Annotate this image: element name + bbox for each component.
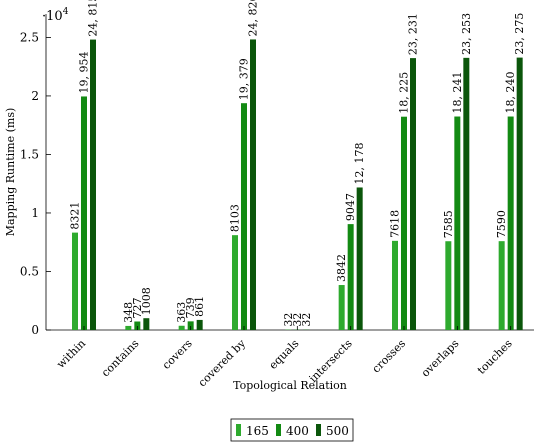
data-label: 18, 240: [504, 72, 517, 114]
legend: 165 400 500: [230, 418, 354, 442]
bar-500-covers: [196, 319, 203, 330]
data-label: 8103: [229, 204, 242, 232]
bar-165-overlaps: [445, 241, 452, 330]
data-label: 7618: [389, 210, 402, 238]
data-label: 8321: [69, 202, 82, 230]
legend-label: 400: [286, 424, 309, 438]
legend-swatch-165: [236, 424, 241, 436]
bar-400-contains: [134, 321, 141, 330]
bar-400-covers: [187, 321, 194, 330]
y-multiplier-label: ·104: [42, 7, 69, 24]
data-label: 23, 275: [513, 13, 526, 55]
data-label: 24, 815: [87, 0, 100, 37]
bar-400-covered-by: [241, 103, 247, 330]
bar-165-intersects: [338, 285, 345, 330]
bar-500-overlaps: [463, 57, 470, 330]
data-label: 7585: [442, 210, 455, 238]
data-label: 363: [175, 302, 188, 323]
bar-500-contains: [143, 318, 150, 330]
legend-swatch-400: [276, 424, 281, 436]
legend-label: 165: [246, 424, 269, 438]
bar-500-within: [90, 39, 96, 330]
legend-box: [230, 418, 354, 442]
data-label: 727: [131, 297, 144, 318]
bar-500-intersects: [356, 187, 363, 330]
bar-165-covered-by: [232, 235, 238, 330]
data-label: 9047: [344, 193, 357, 221]
legend-swatch-500: [316, 424, 321, 436]
data-label: 348: [122, 302, 135, 323]
bar-400-overlaps: [454, 116, 461, 330]
y-tick-label: 1: [31, 206, 39, 220]
bar-400-crosses: [401, 116, 407, 330]
data-label: 7590: [495, 210, 508, 238]
data-label: 3842: [335, 254, 348, 282]
bar-165-crosses: [392, 240, 398, 330]
bar-165-touches: [498, 241, 505, 330]
data-label: 32: [291, 313, 304, 327]
data-label: 1008: [140, 287, 153, 315]
data-label: 19, 954: [78, 51, 91, 93]
data-label: 32: [300, 313, 313, 327]
y-tick-label: 2: [31, 89, 39, 103]
data-label: 32: [282, 313, 295, 327]
bar-165-within: [72, 232, 78, 330]
data-label: 18, 225: [398, 72, 411, 114]
legend-label: 500: [326, 424, 349, 438]
data-label: 861: [193, 296, 206, 317]
data-label: 19, 379: [238, 58, 251, 100]
bar-500-covered-by: [250, 39, 256, 331]
data-label: 23, 253: [460, 13, 473, 55]
data-label: 12, 178: [353, 142, 366, 184]
data-label: 18, 241: [451, 72, 464, 114]
y-tick-label: 1.5: [20, 147, 39, 161]
data-label: 23, 231: [407, 13, 420, 55]
bar-400-intersects: [347, 224, 354, 330]
y-tick-label: 2.5: [20, 30, 39, 44]
bar-500-touches: [516, 57, 523, 331]
y-tick-label: 0.5: [20, 264, 39, 278]
y-tick-label: 0: [31, 323, 39, 337]
bar-165-covers: [178, 325, 185, 330]
data-label: 24, 826: [247, 0, 260, 36]
bar-400-touches: [507, 116, 514, 330]
bar-400-within: [81, 96, 87, 330]
bar-500-crosses: [410, 58, 416, 330]
y-axis-title: Mapping Runtime (ms): [4, 108, 17, 237]
bar-165-contains: [125, 325, 132, 330]
data-label: 739: [184, 297, 197, 318]
x-axis-title: Topological Relation: [233, 379, 347, 392]
